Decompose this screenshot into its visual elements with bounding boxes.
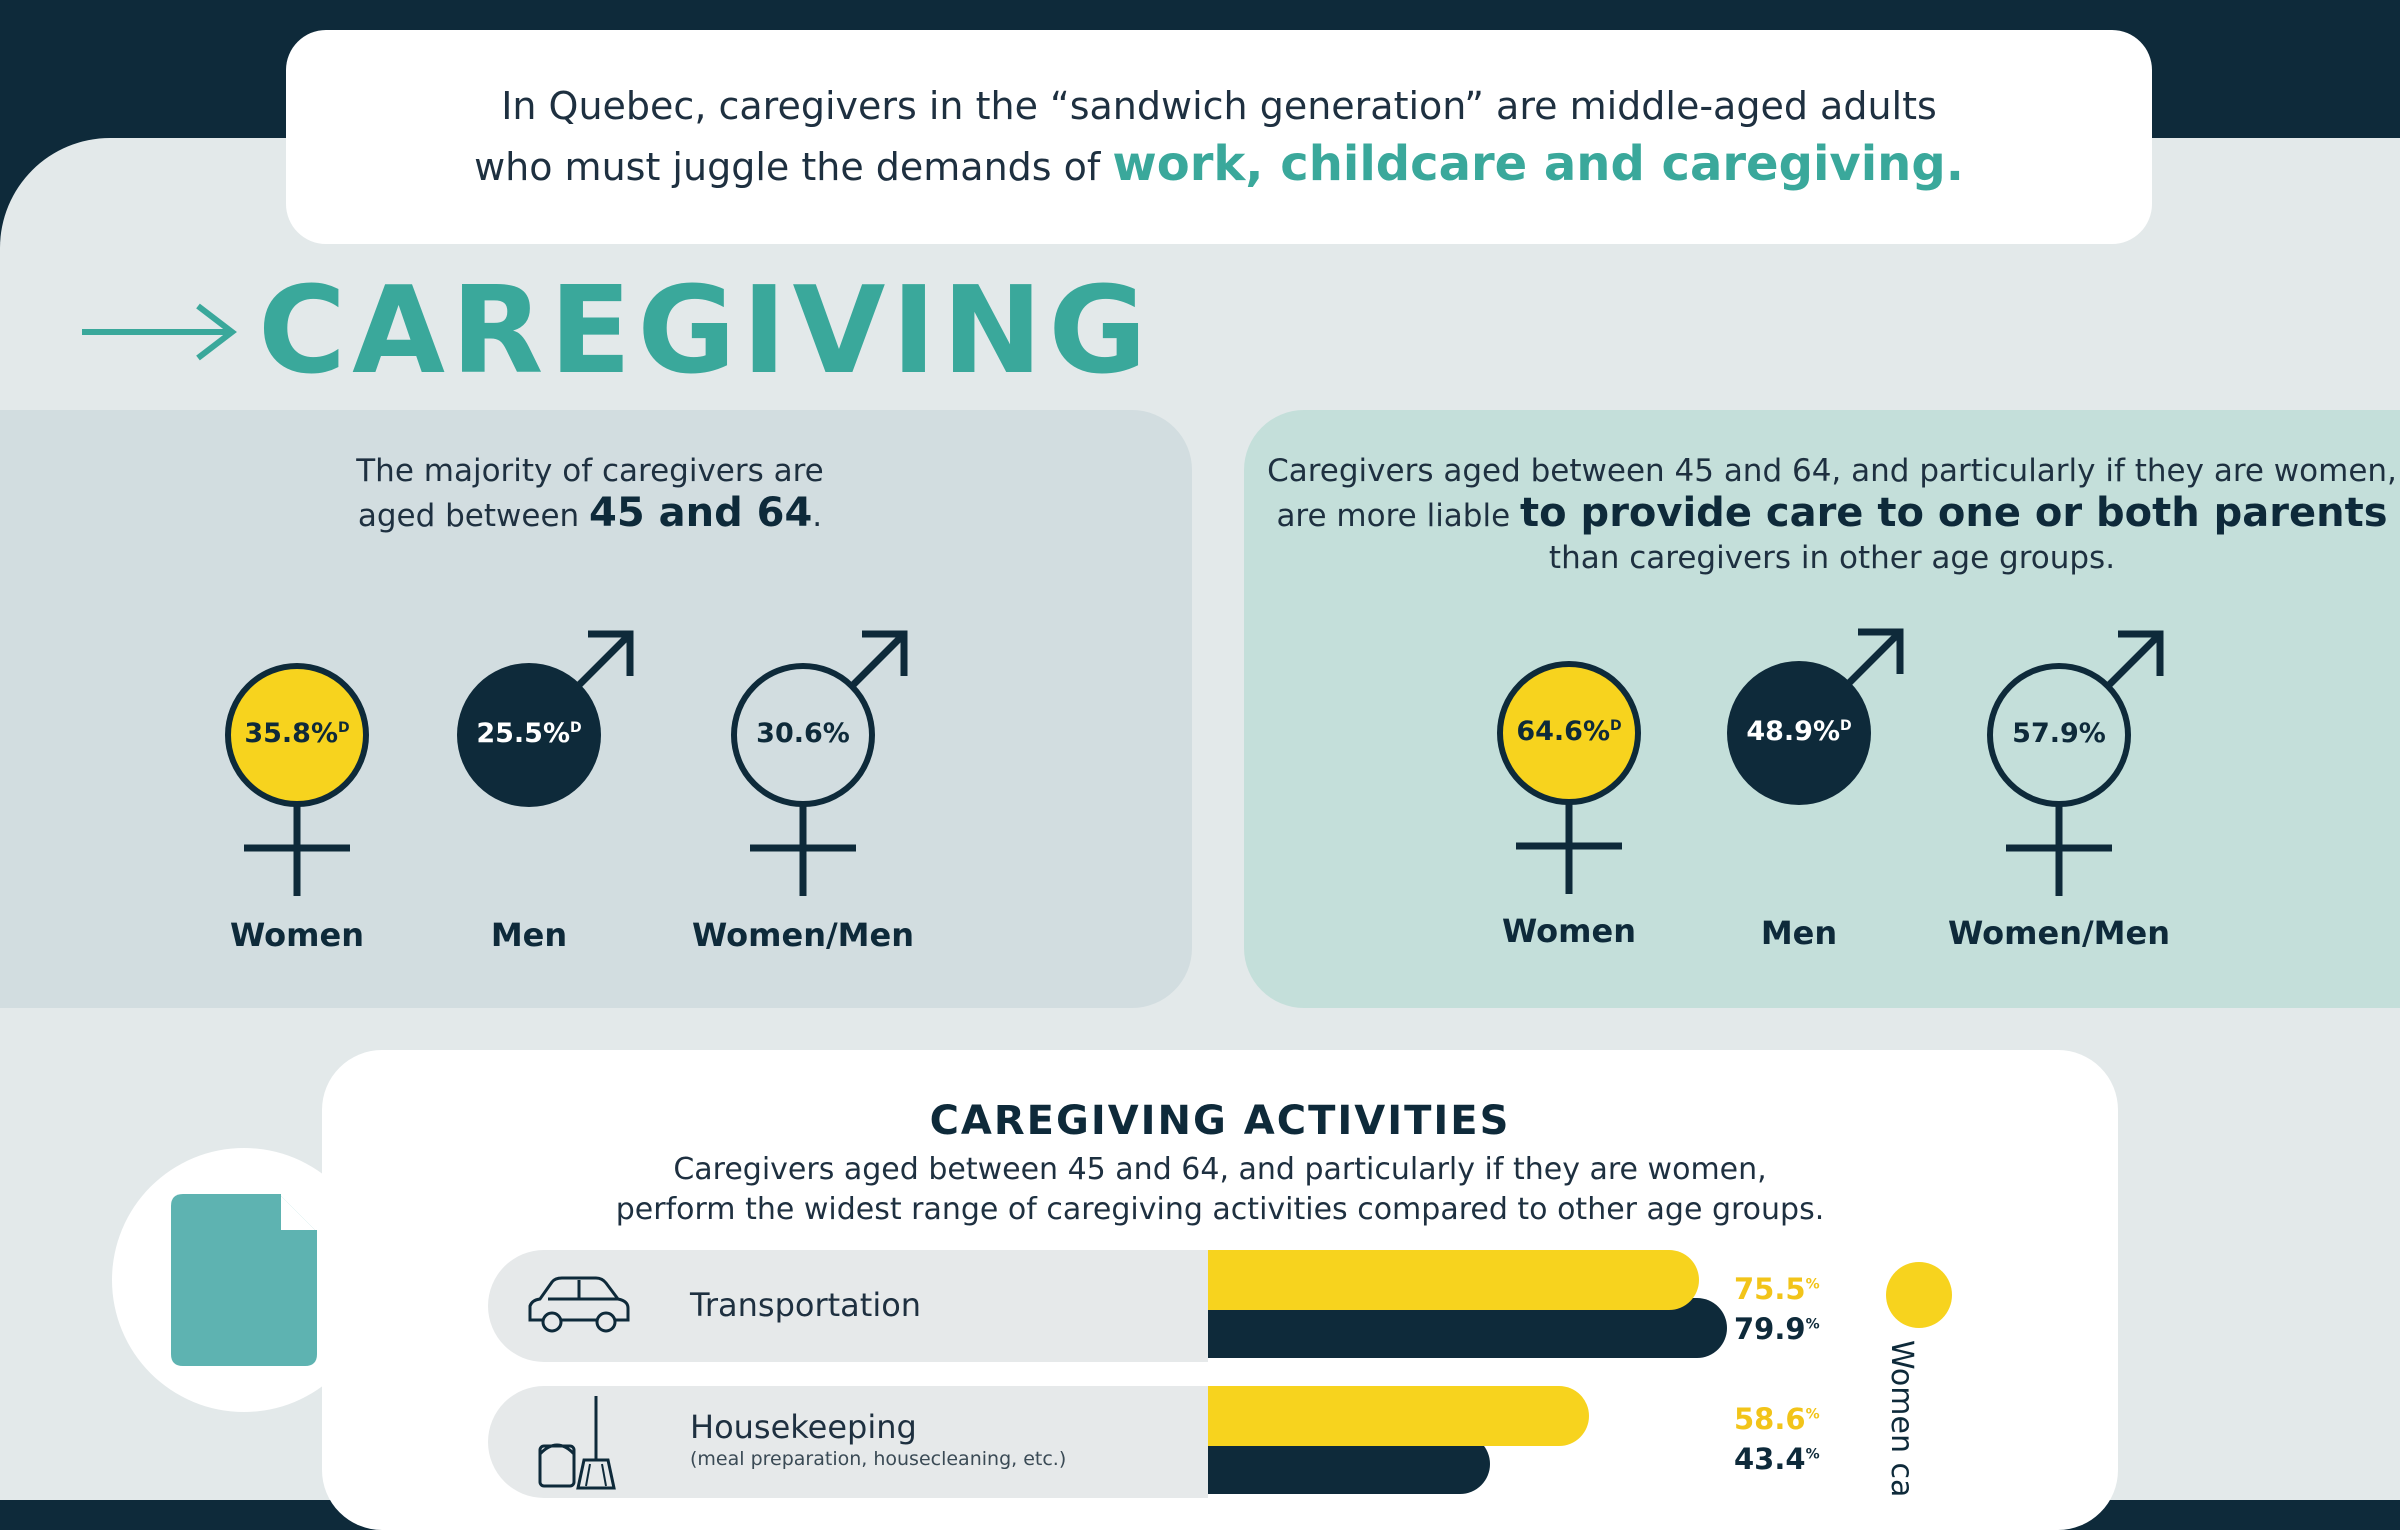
parent-caption-prefix: are more liable: [1276, 498, 1521, 534]
women-percentage: 64.6%D: [1516, 716, 1622, 747]
value-men-housekeeping: 43.4%: [1734, 1442, 1820, 1476]
activities-card: CAREGIVING ACTIVITIES Caregivers aged be…: [322, 1050, 2118, 1530]
activity-note: (meal preparation, housecleaning, etc.): [690, 1448, 1067, 1470]
intro-text-line1: In Quebec, caregivers in the “sandwich g…: [501, 83, 1937, 128]
parent-card-caption: Caregivers aged between 45 and 64, and p…: [1264, 450, 2400, 579]
intro-text-line2: who must juggle the demands of work, chi…: [474, 134, 1964, 197]
female-male-symbol-icon: 30.6% Women/Men: [692, 620, 928, 954]
car-icon: [528, 1276, 630, 1333]
right-arrow-icon: [82, 303, 237, 361]
women-men-label: Women/Men: [1948, 914, 2170, 952]
parent-caption-line1: Caregivers aged between 45 and 64, and p…: [1267, 453, 2397, 489]
activities-subtitle-line2: perform the widest range of caregiving a…: [615, 1192, 1825, 1227]
women-percentage: 35.8%D: [244, 718, 350, 749]
activities-title: CAREGIVING ACTIVITIES: [929, 1098, 1511, 1144]
bar-women-housekeeping: [1208, 1386, 1589, 1446]
bucket-broom-icon: [538, 1396, 616, 1490]
section-heading: CAREGIVING: [80, 262, 1153, 402]
intro-card: In Quebec, caregivers in the “sandwich g…: [286, 30, 2152, 244]
document-icon: [171, 1194, 317, 1366]
parent-care-card: Caregivers aged between 45 and 64, and p…: [1244, 410, 2400, 1008]
activities-subtitle-line1: Caregivers aged between 45 and 64, and p…: [673, 1152, 1767, 1187]
age-card-caption: The majority of caregivers are aged betw…: [0, 450, 1180, 537]
female-symbol-icon: 35.8%D Women: [222, 660, 372, 954]
age-caption-prefix: aged between: [357, 498, 590, 534]
age-caption-line1: The majority of caregivers are: [356, 453, 824, 489]
men-percentage: 48.9%D: [1746, 716, 1852, 747]
bar-women-transportation: [1208, 1250, 1699, 1310]
value-women-transportation: 75.5%: [1734, 1272, 1820, 1306]
parent-caption-line3: than caregivers in other age groups.: [1548, 540, 2116, 576]
men-percentage: 25.5%D: [476, 718, 582, 749]
female-male-symbol-icon: 57.9% Women/Men: [1948, 620, 2184, 952]
women-men-percentage: 57.9%: [2012, 718, 2106, 749]
activities-subtitle: Caregivers aged between 45 and 64, and p…: [322, 1150, 2118, 1230]
male-symbol-icon: 48.9%D Men: [1724, 618, 1924, 952]
age-caption-line2: aged between 45 and 64.: [0, 492, 1180, 537]
activity-label: Transportation: [690, 1286, 922, 1324]
female-symbol-icon: 64.6%D Women: [1494, 658, 1644, 950]
women-men-percentage: 30.6%: [756, 718, 850, 749]
men-label: Men: [490, 916, 568, 954]
women-label: Women: [1502, 912, 1636, 950]
intro-text-prefix: who must juggle the demands of: [474, 144, 1113, 189]
age-caption-highlight: 45 and 64: [589, 490, 813, 536]
men-label: Men: [1760, 914, 1838, 952]
parent-caption-highlight: to provide care to one or both parents: [1520, 490, 2388, 536]
activity-label: Housekeeping: [690, 1408, 917, 1446]
intro-highlight: work, childcare and caregiving.: [1112, 135, 1964, 192]
age-group-card: The majority of caregivers are aged betw…: [0, 410, 1192, 1008]
age-caption-suffix: .: [812, 498, 823, 534]
value-women-housekeeping: 58.6%: [1734, 1402, 1820, 1436]
legend-women-swatch: [1886, 1262, 1952, 1328]
document-badge[interactable]: [112, 1148, 376, 1412]
women-label: Women: [230, 916, 364, 954]
activity-row-housekeeping: Housekeeping (meal preparation, housecle…: [488, 1386, 1208, 1498]
male-symbol-icon: 25.5%D Men: [454, 620, 654, 954]
section-title: CAREGIVING: [258, 262, 1153, 401]
legend-women-label: Women ca: [1884, 1340, 1919, 1498]
parent-caption-line2: are more liable to provide care to one o…: [1264, 492, 2400, 537]
value-men-transportation: 79.9%: [1734, 1312, 1820, 1346]
activity-row-transportation: Transportation: [488, 1250, 1208, 1362]
women-men-label: Women/Men: [692, 916, 914, 954]
